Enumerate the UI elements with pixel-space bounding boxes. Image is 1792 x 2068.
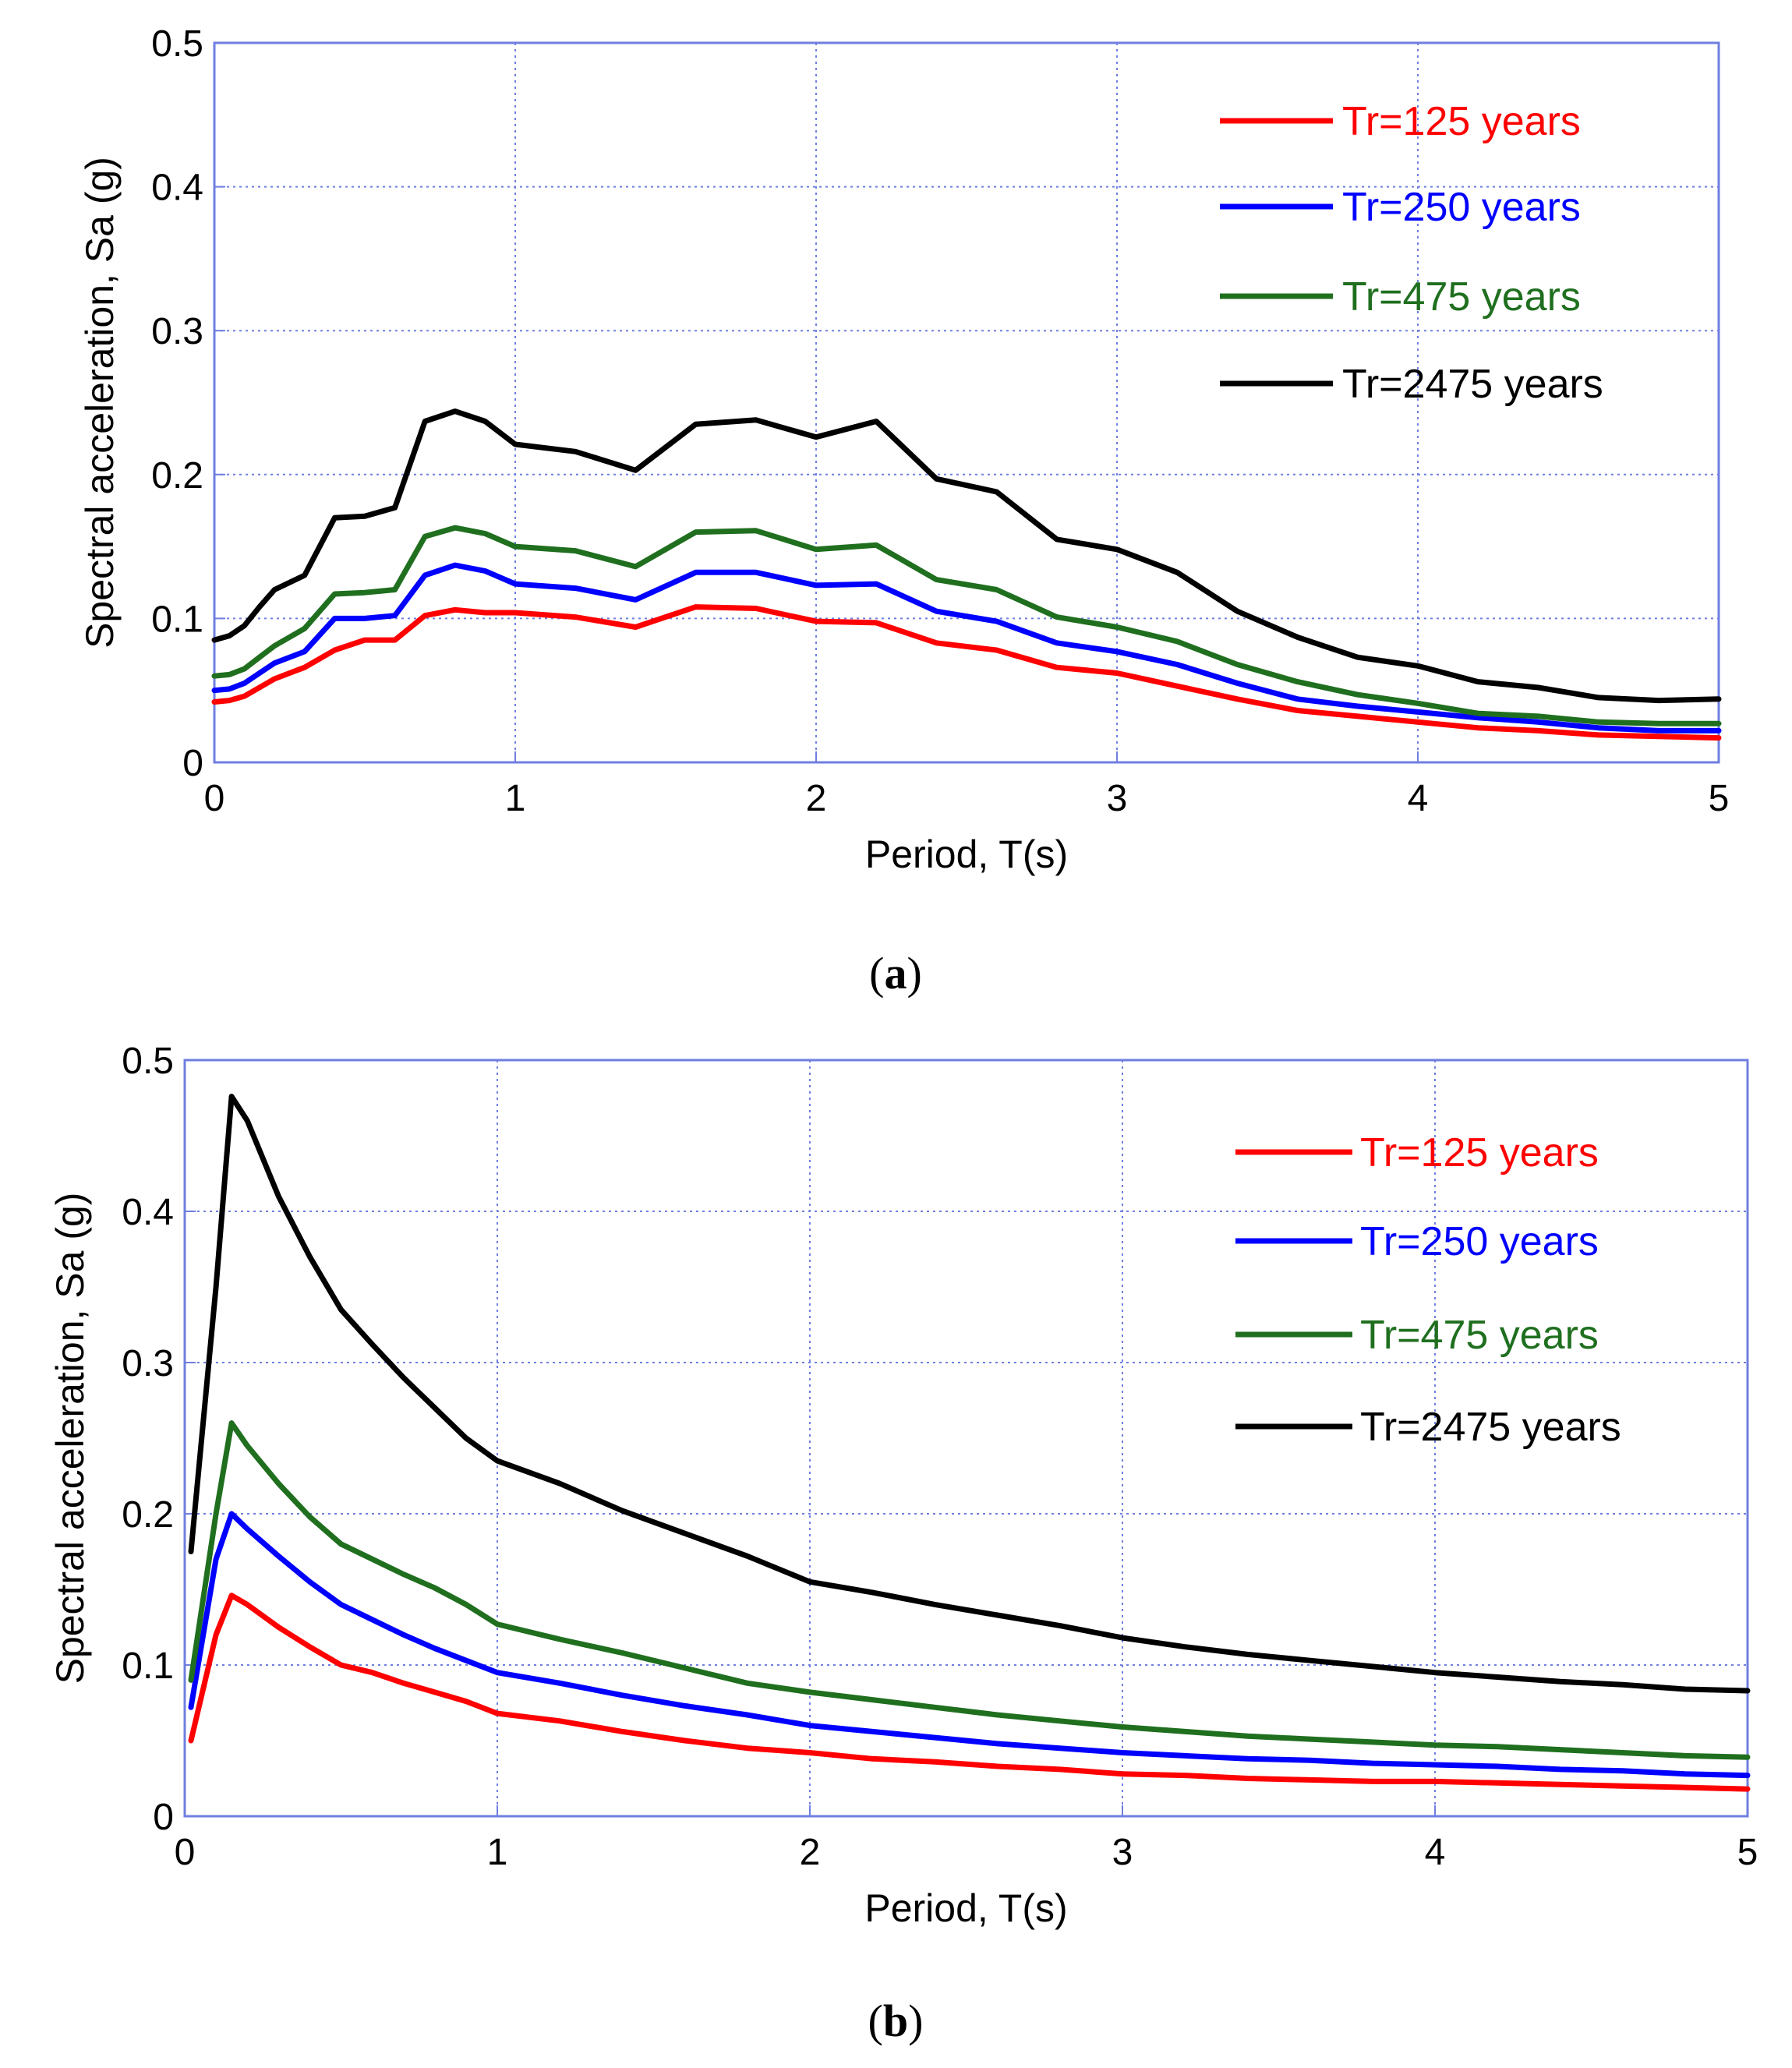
y-tick-label: 0 — [182, 743, 203, 784]
y-tick-label: 0.5 — [122, 1041, 174, 1082]
chart-b: 0 1 2 3 4 5 0 0.1 0.2 0.3 0.4 0.5 Period, T(s) Spectr… — [48, 1041, 1758, 2046]
x-tick-label: 4 — [1425, 1832, 1446, 1873]
y-tick-label: 0.3 — [122, 1343, 174, 1384]
legend-label: Tr=475 years — [1342, 274, 1581, 320]
panel-caption-b: (b) — [868, 1996, 924, 2046]
x-tick-label: 1 — [505, 778, 526, 819]
y-tick-label: 0.1 — [151, 599, 203, 640]
legend-label: Tr=2475 years — [1360, 1405, 1621, 1450]
y-tick-label: 0.2 — [122, 1494, 174, 1536]
y-tick-label: 0.5 — [151, 23, 203, 65]
series-line-tr-250-years — [211, 562, 1722, 734]
legend-label: Tr=250 years — [1342, 185, 1581, 230]
chart-a: 0 1 2 3 4 5 0 0.1 0.2 0.3 0.4 0.5 Period, T(s) Spectr… — [78, 23, 1729, 999]
series-line-tr-125-years — [211, 604, 1722, 741]
caption-open: ( — [869, 948, 884, 999]
panel-caption-a: (a) — [869, 948, 922, 999]
x-axis-label: Period, T(s) — [865, 833, 1068, 876]
caption-letter: a — [885, 948, 907, 999]
x-tick-label: 0 — [204, 778, 225, 819]
legend-label: Tr=125 years — [1342, 99, 1581, 144]
x-tick-label: 4 — [1408, 778, 1429, 819]
series-line-tr-250-years — [188, 1511, 1751, 1779]
x-tick-label: 5 — [1709, 778, 1730, 819]
series-line-tr-475-years — [188, 1420, 1751, 1760]
legend-label: Tr=250 years — [1360, 1219, 1599, 1264]
y-tick-label: 0.4 — [122, 1192, 174, 1233]
x-tick-label: 1 — [487, 1832, 508, 1873]
y-tick-label: 0.4 — [151, 168, 203, 209]
y-tick-label: 0 — [153, 1797, 174, 1838]
legend-label: Tr=2475 years — [1342, 362, 1603, 407]
series-line-tr-2475-years — [188, 1094, 1751, 1694]
plot-area-b — [185, 1060, 1748, 1816]
x-tick-label: 2 — [800, 1832, 821, 1873]
series-line-tr-475-years — [211, 525, 1722, 726]
legend-label: Tr=125 years — [1360, 1130, 1599, 1175]
x-tick-label: 2 — [806, 778, 827, 819]
caption-close: ) — [908, 1996, 923, 2046]
caption-letter: b — [883, 1996, 908, 2046]
y-tick-label: 0.3 — [151, 311, 203, 352]
axes-frame-b — [183, 1059, 1749, 1818]
series-line-tr-125-years — [188, 1593, 1751, 1792]
x-axis-label: Period, T(s) — [864, 1886, 1067, 1930]
x-tick-label: 0 — [175, 1832, 196, 1873]
series-line-tr-2475-years — [211, 408, 1722, 704]
legend-label: Tr=475 years — [1360, 1313, 1599, 1358]
x-tick-label: 3 — [1107, 778, 1128, 819]
caption-close: ) — [907, 948, 922, 999]
caption-open: ( — [868, 1996, 883, 2046]
y-tick-label: 0.2 — [151, 455, 203, 497]
plot-area-a — [214, 43, 1719, 762]
y-axis-label: Spectral acceleration, Sa (g) — [48, 1193, 92, 1684]
x-tick-label: 3 — [1112, 1832, 1133, 1873]
axes-frame-a — [213, 41, 1720, 764]
y-tick-label: 0.1 — [122, 1646, 174, 1687]
x-tick-label: 5 — [1737, 1832, 1758, 1873]
y-axis-label: Spectral acceleration, Sa (g) — [78, 157, 122, 649]
